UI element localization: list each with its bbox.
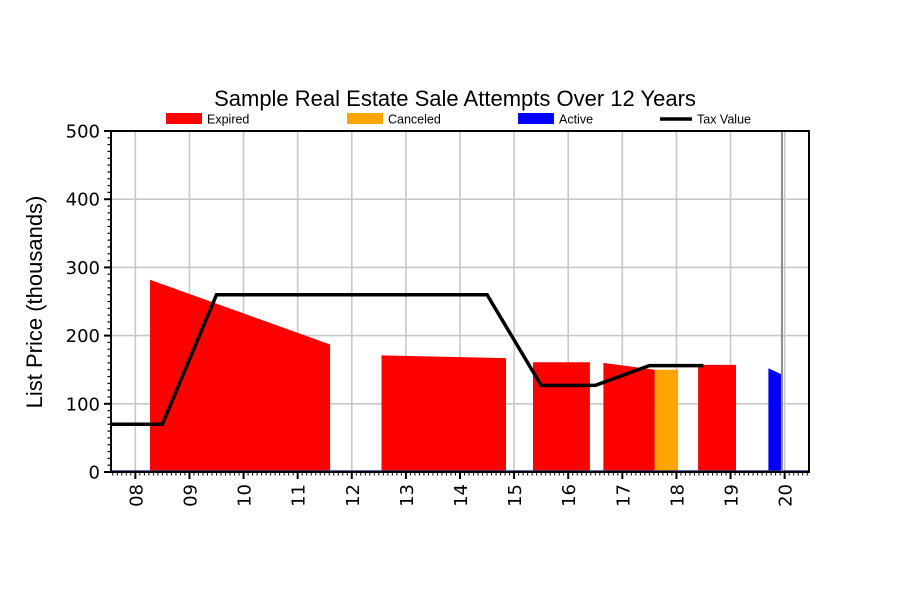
legend-swatch-active — [518, 113, 554, 124]
legend: Expired Canceled Active Tax Value — [166, 113, 751, 127]
y-tick-label-200: 200 — [66, 326, 100, 347]
y-tick-label-300: 300 — [66, 258, 100, 279]
x-tick-label-13: 13 — [397, 484, 418, 507]
x-tick-label-19: 19 — [722, 484, 743, 507]
tax-value-series — [111, 292, 704, 427]
x-tick-label-17: 17 — [613, 484, 634, 507]
y-axis-label: List Price (thousands) — [22, 196, 47, 409]
legend-swatch-expired — [166, 113, 202, 124]
listing-area-expired-3 — [533, 362, 590, 472]
x-tick-label-08: 08 — [126, 484, 147, 507]
legend-label-active: Active — [559, 113, 593, 127]
y-tick-label-0: 0 — [89, 463, 100, 484]
x-tick-label-20: 20 — [776, 484, 797, 507]
tick-labels: 0 100 200 300 400 500 08 09 10 11 12 13 14 15 16 17 18 19… — [66, 122, 797, 507]
listing-area-active-7 — [768, 368, 782, 472]
legend-label-canceled: Canceled — [388, 113, 441, 127]
listing-area-canceled-5 — [654, 369, 679, 472]
y-tick-label-400: 400 — [66, 190, 100, 211]
y-tick-label-500: 500 — [66, 122, 100, 143]
legend-label-expired: Expired — [207, 113, 249, 127]
tax-value-line — [111, 292, 704, 427]
x-tick-label-10: 10 — [235, 484, 256, 507]
chart-title: Sample Real Estate Sale Attempts Over 12… — [214, 86, 696, 111]
x-tick-label-14: 14 — [451, 484, 472, 507]
x-tick-label-16: 16 — [559, 484, 580, 507]
listing-area-expired-6 — [698, 364, 736, 472]
legend-label-tax-value: Tax Value — [697, 113, 751, 127]
listing-areas — [150, 279, 782, 472]
y-tick-label-100: 100 — [66, 394, 100, 415]
listing-area-expired-4 — [603, 362, 655, 472]
x-tick-label-11: 11 — [289, 484, 310, 507]
listing-area-expired-1 — [150, 279, 331, 472]
x-tick-label-18: 18 — [667, 484, 688, 507]
listing-area-expired-2 — [381, 355, 506, 472]
x-tick-label-09: 09 — [181, 484, 202, 507]
x-tick-label-15: 15 — [505, 484, 526, 507]
legend-swatch-canceled — [347, 113, 383, 124]
x-tick-label-12: 12 — [343, 484, 364, 507]
ticks — [104, 130, 808, 479]
